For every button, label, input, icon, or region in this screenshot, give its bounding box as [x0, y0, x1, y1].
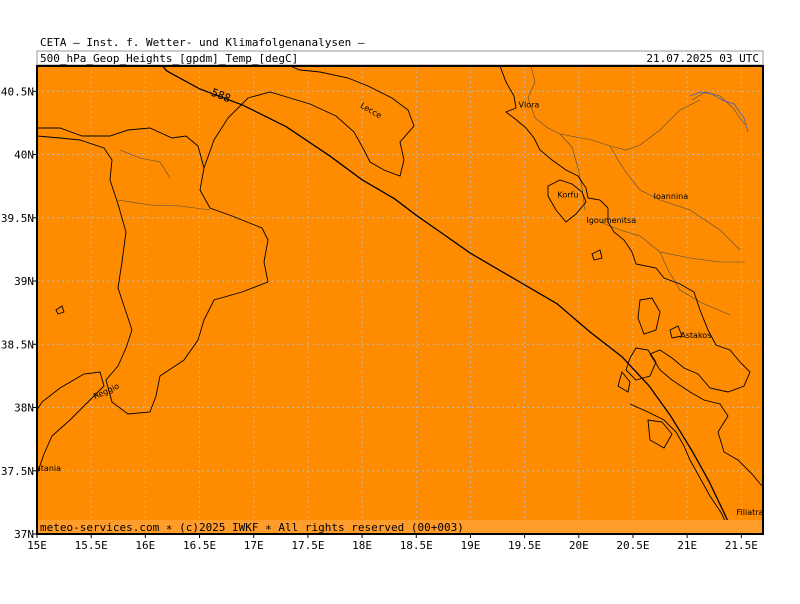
- city-label: Ioannina: [654, 192, 689, 201]
- ithaca-island: [617, 371, 631, 393]
- map-frame: [36, 65, 764, 535]
- islet-3: [669, 325, 683, 339]
- corfu-island: [547, 179, 587, 223]
- y-tick-label: 37.5N: [1, 465, 34, 478]
- greece-regional-border-1: [609, 145, 741, 251]
- x-tick-label: 21E: [677, 539, 697, 552]
- y-tick-label: 39N: [14, 275, 34, 288]
- credit-strip: [38, 520, 762, 533]
- y-tick-label: 37N: [14, 528, 34, 541]
- city-label: Vlora: [519, 101, 540, 110]
- x-tick-label: 20.5E: [616, 539, 649, 552]
- city-label: Catania: [30, 464, 61, 473]
- greece-regional-border-3: [659, 251, 731, 316]
- italy-regional-border-2: [117, 199, 211, 211]
- river: [689, 91, 749, 133]
- x-tick-label: 19.5E: [508, 539, 541, 552]
- calabria-coastline: [37, 127, 269, 415]
- x-tick-label: 17.5E: [291, 539, 324, 552]
- albania-coastline: [499, 66, 609, 209]
- axes: 15E 15.5E 16E 16.5E 17E 17.5E 18E 18.5E 19E 19.5E…: [1, 85, 758, 552]
- x-tick-label: 15E: [27, 539, 47, 552]
- greece-west-coastline: [607, 208, 763, 487]
- valid-datetime: 21.07.2025 03 UTC: [646, 52, 759, 65]
- field-title: 500_hPa_Geop_Heights_[gpdm]_Temp_[degC]: [40, 52, 298, 65]
- temperature-fill: [37, 66, 763, 534]
- zakynthos-island: [647, 419, 673, 449]
- greece-north-border: [559, 99, 701, 151]
- islet-1: [55, 305, 65, 315]
- y-tick-label: 38N: [14, 402, 34, 415]
- institute-title: CETA – Inst. f. Wetter- und Klimafolgena…: [40, 36, 365, 49]
- x-tick-label: 17E: [244, 539, 264, 552]
- y-tick-label: 40N: [14, 149, 34, 162]
- y-tick-label: 38.5N: [1, 338, 34, 351]
- x-tick-label: 21.5E: [725, 539, 758, 552]
- x-tick-label: 20E: [569, 539, 589, 552]
- coastlines: [37, 66, 763, 534]
- macedonia-border: [691, 91, 746, 126]
- copyright-text: meteo-services.com ∗ (c)2025 IWKF ∗ All …: [40, 521, 464, 534]
- city-label: Filiatra: [737, 508, 764, 517]
- lefkada-island: [637, 297, 661, 335]
- peloponnese-coastline: [629, 403, 731, 534]
- kefalonia-island: [625, 347, 657, 381]
- country-borders: [117, 66, 746, 316]
- x-tick-label: 18.5E: [400, 539, 433, 552]
- sicily-coastline: [37, 371, 105, 475]
- graticule: [37, 66, 763, 534]
- city-label: Korfu: [557, 191, 578, 200]
- x-tick-label: 18E: [352, 539, 372, 552]
- italy-regional-border-1: [119, 149, 171, 179]
- city-label: Igoumenitsa: [586, 216, 636, 225]
- y-tick-label: 40.5N: [1, 85, 34, 98]
- city-label: Astakos: [680, 331, 711, 340]
- y-tick-label: 39.5N: [1, 212, 34, 225]
- albania-greece-border: [527, 66, 586, 211]
- geopotential-contour-588: [161, 66, 734, 534]
- islet-2: [591, 249, 603, 261]
- x-tick-label: 15.5E: [75, 539, 108, 552]
- x-tick-label: 16E: [135, 539, 155, 552]
- x-tick-label: 16.5E: [183, 539, 216, 552]
- salento-coastline: [203, 66, 415, 177]
- x-tick-label: 19E: [460, 539, 480, 552]
